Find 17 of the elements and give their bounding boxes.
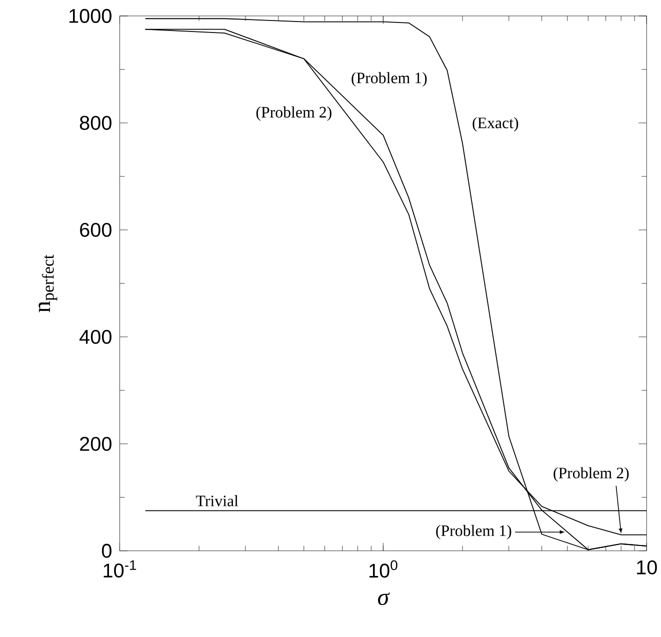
- y-tick-label: 400: [80, 330, 112, 344]
- annotation: (Problem 2): [554, 467, 629, 482]
- y-tick-label: 600: [80, 223, 112, 238]
- x-tick-label: 10$^{0}$: [370, 560, 398, 578]
- series-label: (Problem 1): [352, 72, 427, 87]
- y-axis-title: n$_{perfect}$: [38, 254, 58, 312]
- y-tick-label: 200: [80, 436, 112, 452]
- annotation: (Problem 1): [436, 525, 512, 540]
- x-tick-label: 10$^{-1}$: [104, 560, 136, 578]
- y-tick-label: 0: [102, 544, 112, 558]
- x-tick-label: 10: [637, 560, 657, 575]
- y-tick-label: 1000: [70, 9, 112, 24]
- y-tick-label: 800: [80, 116, 112, 130]
- x-axis-title: σ: [378, 592, 390, 606]
- series-label: (Problem 2): [256, 106, 332, 122]
- series-label: (Exact): [472, 117, 518, 132]
- series-label: Trivial: [196, 495, 238, 506]
